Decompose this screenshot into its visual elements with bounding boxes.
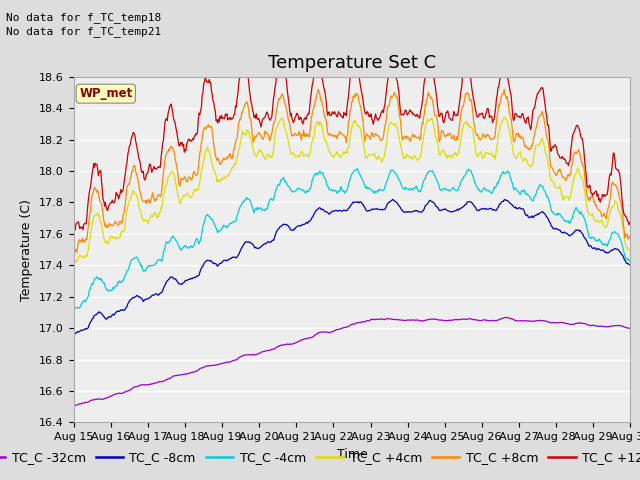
TC_C +8cm bbox=[314, 86, 322, 92]
TC_C -32cm bbox=[436, 317, 444, 323]
TC_C -32cm bbox=[137, 382, 145, 388]
TC_C -4cm bbox=[137, 263, 145, 269]
TC_C +8cm bbox=[421, 102, 429, 108]
TC_C -4cm bbox=[437, 187, 445, 193]
TC_C +12cm bbox=[224, 117, 232, 123]
TC_C +4cm bbox=[81, 254, 88, 260]
TC_C -4cm bbox=[223, 225, 231, 231]
TC_C -32cm bbox=[504, 314, 511, 320]
TC_C -8cm bbox=[223, 258, 231, 264]
TC_C +12cm bbox=[195, 117, 202, 123]
TC_C -4cm bbox=[70, 305, 77, 311]
TC_C +4cm bbox=[138, 213, 145, 218]
TC_C +4cm bbox=[420, 130, 428, 135]
TC_C -32cm bbox=[420, 318, 428, 324]
TC_C +12cm bbox=[627, 220, 634, 226]
TC_C -4cm bbox=[627, 259, 634, 264]
TC_C -4cm bbox=[80, 299, 88, 304]
TC_C -8cm bbox=[420, 206, 428, 212]
TC_C -8cm bbox=[389, 196, 397, 202]
TC_C +12cm bbox=[389, 57, 397, 63]
TC_C +4cm bbox=[195, 187, 202, 192]
TC_C +4cm bbox=[627, 248, 634, 254]
TC_C -8cm bbox=[194, 274, 202, 279]
Line: TC_C +8cm: TC_C +8cm bbox=[74, 89, 630, 252]
TC_C +12cm bbox=[81, 221, 88, 227]
TC_C -4cm bbox=[353, 166, 361, 171]
TC_C -8cm bbox=[627, 262, 634, 268]
TC_C +12cm bbox=[71, 227, 79, 233]
Line: TC_C +4cm: TC_C +4cm bbox=[74, 118, 630, 262]
Y-axis label: Temperature (C): Temperature (C) bbox=[20, 199, 33, 300]
TC_C +12cm bbox=[438, 110, 445, 116]
TC_C -8cm bbox=[437, 208, 445, 214]
TC_C -32cm bbox=[70, 403, 77, 409]
Text: No data for f_TC_temp18: No data for f_TC_temp18 bbox=[6, 12, 162, 23]
TC_C +8cm bbox=[70, 249, 77, 255]
TC_C +8cm bbox=[73, 250, 81, 255]
TC_C +8cm bbox=[627, 233, 634, 239]
TC_C +4cm bbox=[437, 152, 445, 157]
TC_C -32cm bbox=[80, 400, 88, 406]
TC_C +4cm bbox=[72, 259, 80, 265]
X-axis label: Time: Time bbox=[337, 448, 367, 461]
TC_C +4cm bbox=[500, 115, 508, 120]
TC_C -8cm bbox=[70, 331, 77, 337]
Line: TC_C -8cm: TC_C -8cm bbox=[74, 199, 630, 334]
Line: TC_C -32cm: TC_C -32cm bbox=[74, 317, 630, 406]
Legend: TC_C -32cm, TC_C -8cm, TC_C -4cm, TC_C +4cm, TC_C +8cm, TC_C +12cm: TC_C -32cm, TC_C -8cm, TC_C -4cm, TC_C +… bbox=[0, 446, 640, 469]
TC_C -4cm bbox=[194, 236, 202, 242]
TC_C -32cm bbox=[223, 360, 231, 365]
TC_C +4cm bbox=[224, 172, 232, 178]
TC_C +12cm bbox=[70, 226, 77, 232]
Text: No data for f_TC_temp21: No data for f_TC_temp21 bbox=[6, 26, 162, 37]
TC_C +12cm bbox=[421, 75, 429, 81]
TC_C +8cm bbox=[224, 155, 232, 161]
TC_C +12cm bbox=[138, 169, 145, 175]
TC_C -32cm bbox=[627, 325, 634, 331]
Text: WP_met: WP_met bbox=[79, 87, 132, 100]
TC_C +8cm bbox=[138, 196, 145, 202]
Title: Temperature Set C: Temperature Set C bbox=[268, 54, 436, 72]
TC_C +8cm bbox=[81, 240, 88, 245]
TC_C -32cm bbox=[194, 368, 202, 373]
TC_C -4cm bbox=[420, 177, 428, 182]
TC_C +4cm bbox=[70, 259, 77, 264]
TC_C +8cm bbox=[195, 166, 202, 172]
TC_C +8cm bbox=[438, 128, 445, 134]
TC_C -8cm bbox=[137, 295, 145, 301]
Line: TC_C +12cm: TC_C +12cm bbox=[74, 60, 630, 230]
Line: TC_C -4cm: TC_C -4cm bbox=[74, 168, 630, 308]
TC_C -8cm bbox=[80, 327, 88, 333]
